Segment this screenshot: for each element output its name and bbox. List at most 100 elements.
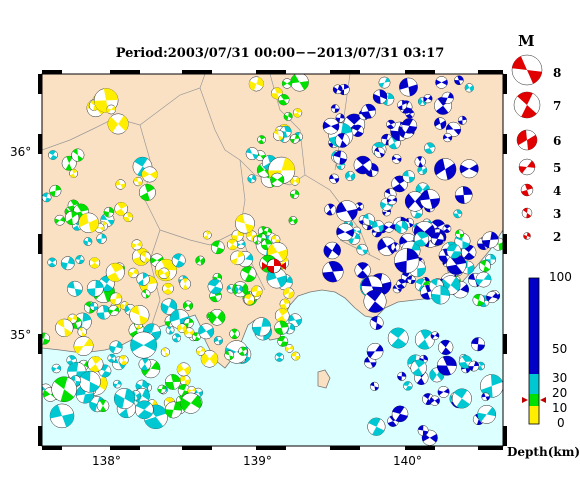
focal-mechanism [179, 374, 191, 386]
focal-mechanism [73, 336, 94, 357]
focal-mechanism [77, 327, 87, 337]
x-tick-140: 140° [393, 454, 422, 468]
depth-tick-10: 10 [552, 401, 568, 415]
focal-mechanism [172, 333, 182, 343]
focal-mechanism [378, 76, 391, 89]
focal-mechanism [454, 75, 464, 86]
izu-oshima-island [317, 369, 331, 389]
focal-mechanism [454, 186, 473, 204]
focal-mechanism [177, 323, 187, 333]
focal-mechanism [131, 239, 143, 251]
focal-mechanism [372, 89, 388, 104]
focal-mechanism [191, 332, 201, 342]
focal-mechanism [516, 129, 538, 151]
focal-mechanism [521, 207, 533, 219]
focal-mechanism [445, 121, 462, 137]
focal-mechanism [118, 355, 129, 366]
focal-mechanism [263, 227, 272, 237]
focal-mechanism [361, 103, 377, 119]
focal-mechanism [71, 148, 85, 162]
focal-mechanism [396, 278, 407, 289]
focal-mechanism [83, 237, 93, 246]
focal-mechanism [363, 289, 387, 313]
focal-mechanism [407, 275, 416, 285]
focal-mechanism [322, 261, 344, 283]
focal-mechanism [109, 292, 123, 306]
focal-mechanism [234, 213, 255, 234]
focal-mechanism [108, 305, 120, 317]
focal-mechanism [128, 267, 139, 279]
focal-mechanism [138, 184, 156, 201]
focal-mechanism [464, 83, 474, 93]
focal-mechanism [399, 77, 418, 97]
depth-pointer-right [540, 397, 546, 403]
focal-mechanism [176, 362, 191, 377]
focal-mechanism [371, 220, 385, 233]
focal-mechanism [64, 210, 80, 226]
focal-mechanism [285, 344, 294, 353]
focal-mechanism [353, 155, 373, 175]
focal-mechanism [160, 347, 171, 357]
focal-mechanism [87, 356, 104, 373]
focal-mechanism [278, 94, 290, 106]
focal-mechanism [419, 189, 440, 210]
focal-mechanism [468, 360, 480, 372]
focal-mechanism [324, 203, 337, 216]
focal-mechanism [335, 113, 345, 123]
focal-mechanism [55, 318, 74, 338]
focal-mechanism [49, 403, 75, 429]
focal-mechanism [288, 216, 298, 225]
focal-mechanism [283, 287, 295, 299]
x-tick-138: 138° [92, 454, 121, 468]
focal-mechanism [107, 353, 117, 363]
focal-mechanism [136, 272, 150, 286]
focal-mechanism [274, 308, 290, 323]
focal-mechanism [397, 100, 408, 111]
focal-mechanism [430, 232, 445, 246]
focal-mechanism [386, 119, 396, 130]
focal-mechanism [518, 158, 536, 176]
focal-mechanism [234, 284, 244, 294]
focal-mechanism [86, 279, 104, 297]
focal-mechanism [413, 231, 430, 247]
focal-mechanism [511, 54, 543, 86]
focal-mechanism [417, 165, 428, 175]
focal-mechanism [386, 194, 398, 206]
focal-mechanism [106, 104, 117, 115]
depth-tick-0: 0 [557, 416, 565, 430]
focal-mechanism [113, 388, 136, 410]
focal-mechanism [49, 184, 62, 197]
focal-mechanism [429, 395, 440, 406]
focal-mechanism [443, 132, 453, 143]
focal-mechanism [157, 384, 167, 394]
focal-mechanism [162, 282, 174, 295]
focal-mechanism [423, 94, 433, 104]
focal-mechanism [47, 257, 57, 268]
focal-mechanism [523, 232, 531, 240]
focal-mechanism [290, 134, 300, 144]
scale-label-6: 6 [553, 134, 562, 148]
focal-mechanism [459, 159, 479, 179]
focal-mechanism [394, 220, 409, 234]
focal-mechanism [243, 293, 255, 306]
focal-mechanism [69, 169, 79, 178]
focal-mechanism [226, 238, 239, 251]
focal-mechanism [158, 267, 170, 280]
focal-mechanism [333, 150, 348, 165]
focal-mechanism [200, 350, 219, 368]
focal-mechanism [75, 385, 95, 404]
earthquake-mechanisms [42, 74, 503, 446]
focal-mechanism [394, 248, 420, 274]
focal-mechanism [451, 388, 472, 409]
focal-mechanism [391, 154, 402, 164]
focal-mechanism [238, 346, 248, 356]
focal-mechanism [248, 76, 264, 92]
focal-mechanism [330, 104, 340, 113]
focal-mechanism [513, 91, 541, 119]
scale-label-4: 4 [553, 184, 562, 198]
y-tick-36: 36° [10, 145, 32, 159]
focal-mechanism [442, 224, 452, 233]
focal-mechanism [362, 213, 375, 226]
depth-pointer-left [522, 397, 528, 403]
focal-mechanism [446, 243, 462, 259]
